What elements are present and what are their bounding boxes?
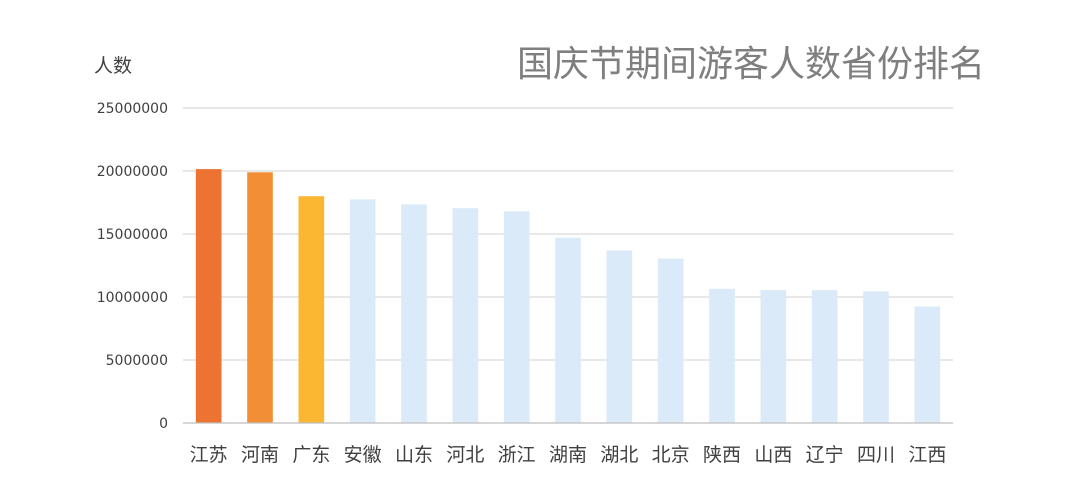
bar-1: [195, 169, 222, 423]
y-axis-label: 人数: [94, 55, 132, 77]
bar-9: [606, 250, 633, 423]
y-tick-label: 20000000: [97, 164, 168, 180]
bar-5: [401, 204, 427, 423]
x-tick-label: 广东: [292, 444, 330, 466]
bar-8: [555, 237, 581, 423]
x-tick-label: 北京: [652, 444, 690, 466]
bar-3: [298, 196, 325, 423]
y-tick-label: 25000000: [97, 101, 168, 117]
x-tick-labels: 江苏 河南 广东 安徽 山东 河北 浙江 湖南 湖北 北京 陕西 山西 辽宁 四川 江西: [190, 444, 947, 466]
x-tick-label: 辽宁: [806, 444, 844, 466]
bar-13: [811, 290, 838, 423]
bar-7: [503, 211, 530, 423]
x-tick-label: 山西: [754, 444, 792, 466]
y-tick-labels: 0 5000000 10000000 15000000 20000000 25000000: [97, 101, 168, 432]
x-tick-label: 山东: [395, 444, 433, 466]
bar-12: [760, 290, 787, 423]
y-tick-label: 10000000: [97, 290, 168, 306]
bar-4: [349, 199, 376, 423]
x-tick-label: 安徽: [344, 444, 382, 466]
x-tick-label: 河北: [446, 444, 484, 466]
y-tick-label: 15000000: [97, 227, 168, 243]
x-tick-label: 浙江: [498, 444, 536, 466]
x-tick-label: 江西: [908, 444, 946, 466]
chart-title: 国庆节期间游客人数省份排名: [517, 44, 985, 85]
x-tick-label: 湖北: [600, 444, 638, 466]
bar-10: [657, 258, 684, 423]
x-tick-label: 陕西: [703, 444, 741, 466]
bar-15: [914, 306, 941, 423]
x-tick-label: 江苏: [190, 444, 228, 466]
y-tick-label: 0: [159, 416, 168, 432]
x-tick-label: 湖南: [549, 444, 587, 466]
x-tick-label: 河南: [241, 444, 279, 466]
bar-11: [709, 288, 735, 423]
y-tick-label: 5000000: [106, 353, 168, 369]
bar-2: [247, 172, 273, 423]
x-tick-label: 四川: [857, 444, 895, 466]
bars: [195, 169, 941, 423]
bar-14: [863, 291, 889, 423]
bar-6: [452, 208, 479, 423]
